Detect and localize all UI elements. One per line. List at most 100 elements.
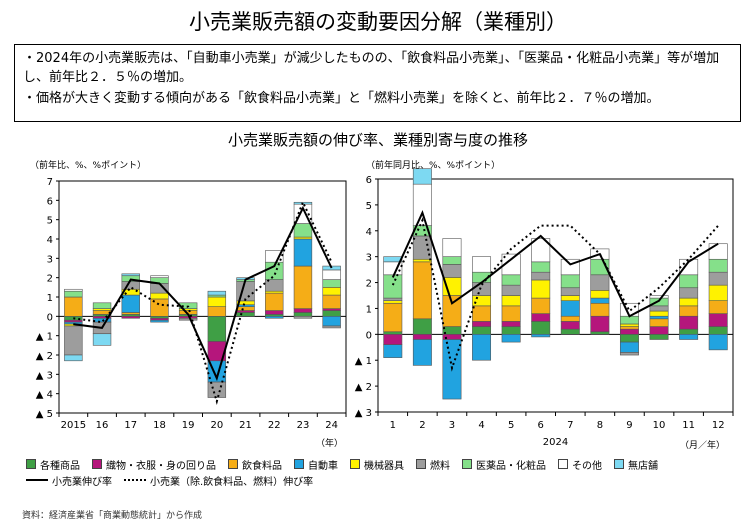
bar-segment [472, 321, 492, 327]
bar-segment [472, 326, 492, 335]
bar-segment [619, 326, 639, 330]
bar-segment [293, 308, 313, 313]
bar-segment [708, 334, 728, 351]
legend-swatch [462, 459, 472, 469]
bar-segment [590, 274, 610, 291]
y-tick-label: ▲ 1 [36, 332, 53, 343]
y-tick-label: 6 [366, 175, 372, 186]
legend-item-excl-line: 小売業（除.飲食料品、燃料）伸び率 [124, 473, 313, 488]
bar-segment [121, 273, 140, 277]
legend-label: 機械器具 [364, 460, 404, 472]
bar-segment [322, 279, 341, 288]
x-tick-label: 12 [712, 420, 725, 431]
legend-item-2: 飲食料品 [228, 457, 282, 472]
bar-segment [383, 344, 403, 358]
bar-segment [708, 271, 728, 286]
bar-segment [649, 326, 669, 335]
y-tick-label: 0 [47, 312, 53, 323]
bar-segment [150, 292, 169, 300]
bar-segment [322, 325, 341, 329]
bar-segment [560, 328, 580, 335]
bar-segment [590, 290, 610, 299]
x-tick-label: 8 [597, 420, 603, 431]
bar-segment [322, 269, 341, 280]
bar-segment [649, 310, 669, 317]
bar-segment [501, 305, 521, 322]
legend-item-0: 各種商品 [26, 457, 80, 472]
bar-segment [679, 305, 699, 317]
x-tick-label: 1 [390, 420, 396, 431]
bar-segment [531, 238, 551, 263]
summary-bullet-2: ・価格が大きく変動する傾向がある「飲食料品小売業」と「燃料小売業」を除くと、前年… [23, 91, 660, 106]
legend-label: 織物・衣服・身の回り品 [106, 460, 216, 472]
bar-segment [560, 274, 580, 289]
legend-item-8: 無店舗 [614, 457, 658, 472]
bar-segment [207, 306, 227, 317]
x-tick-label: 9 [626, 420, 632, 431]
bar-segment [649, 315, 669, 320]
legend: 各種商品 織物・衣服・身の回り品 飲食料品 自動車 機械器具 燃料 医薬品・化粧品 その他 無店… [26, 456, 746, 488]
x-tick-label: 17 [124, 420, 137, 431]
y-tick-label: 4 [47, 235, 53, 246]
x-tick-label: 2 [419, 420, 425, 431]
bar-segment [472, 334, 492, 361]
bar-segment [412, 235, 432, 260]
bar-segment [679, 334, 699, 340]
bar-segment [121, 281, 140, 290]
legend-swatch [92, 459, 102, 469]
bar-segment [472, 256, 492, 273]
bar-segment [531, 271, 551, 281]
bar-segment [383, 274, 403, 299]
x-tick-label: 21 [239, 420, 252, 431]
bar-segment [64, 354, 83, 362]
bar-segment [442, 238, 462, 257]
bar-segment [708, 326, 728, 335]
line-excl-series [391, 217, 719, 372]
legend-row-lines: 小売業伸び率 小売業（除.飲食料品、燃料）伸び率 [26, 472, 746, 488]
bar-segment [92, 310, 112, 315]
bar-segment [150, 319, 169, 323]
bar-segment [649, 318, 669, 327]
bar-segment [501, 326, 521, 335]
bar-segment [590, 331, 610, 335]
bar-segment [708, 284, 728, 301]
chart-subtitle: 小売業販売額の伸び率、業種別寄与度の推移 [227, 131, 528, 149]
bar-segment [590, 315, 610, 333]
x-tick-label: 20 [210, 420, 223, 431]
bar-segment [322, 316, 341, 327]
x-tick-label: 19 [182, 420, 195, 431]
legend-item-6: 医薬品・化粧品 [462, 457, 546, 472]
legend-label: 燃料 [430, 460, 450, 472]
bar-segment [64, 288, 83, 292]
bar-segment [590, 302, 610, 317]
year-label: 2024 [543, 437, 568, 448]
bar-segment [501, 321, 521, 327]
bar-segment [649, 334, 669, 340]
x-tick-label: 4 [478, 420, 484, 431]
bar-segment [383, 297, 403, 301]
legend-label: 自動車 [308, 460, 338, 472]
dotted-line-swatch [124, 479, 146, 481]
legend-item-3: 自動車 [294, 457, 338, 472]
bar-segment [64, 325, 83, 356]
solid-line-swatch [26, 479, 48, 481]
bar-segment [265, 292, 284, 311]
x-tick-label: 11 [682, 420, 695, 431]
legend-item-5: 燃料 [416, 457, 450, 472]
bar-segment [619, 334, 639, 343]
bar-segment [412, 261, 432, 320]
y-tick-label: ▲ 1 [355, 356, 372, 367]
bar-segment [472, 295, 492, 307]
legend-swatch [416, 459, 426, 469]
x-tick-label: 5 [508, 420, 514, 431]
legend-swatch [558, 459, 568, 469]
bar-segment [501, 284, 521, 296]
legend-label-excl: 小売業（除.飲食料品、燃料）伸び率 [150, 476, 314, 488]
bar-segment [383, 331, 403, 335]
bar-segment [64, 296, 83, 317]
bar-segment [207, 290, 227, 296]
bar-segment [383, 302, 403, 333]
y-tick-label: ▲ 2 [355, 382, 372, 393]
legend-item-total-line: 小売業伸び率 [26, 473, 112, 488]
bar-segment [560, 295, 580, 301]
